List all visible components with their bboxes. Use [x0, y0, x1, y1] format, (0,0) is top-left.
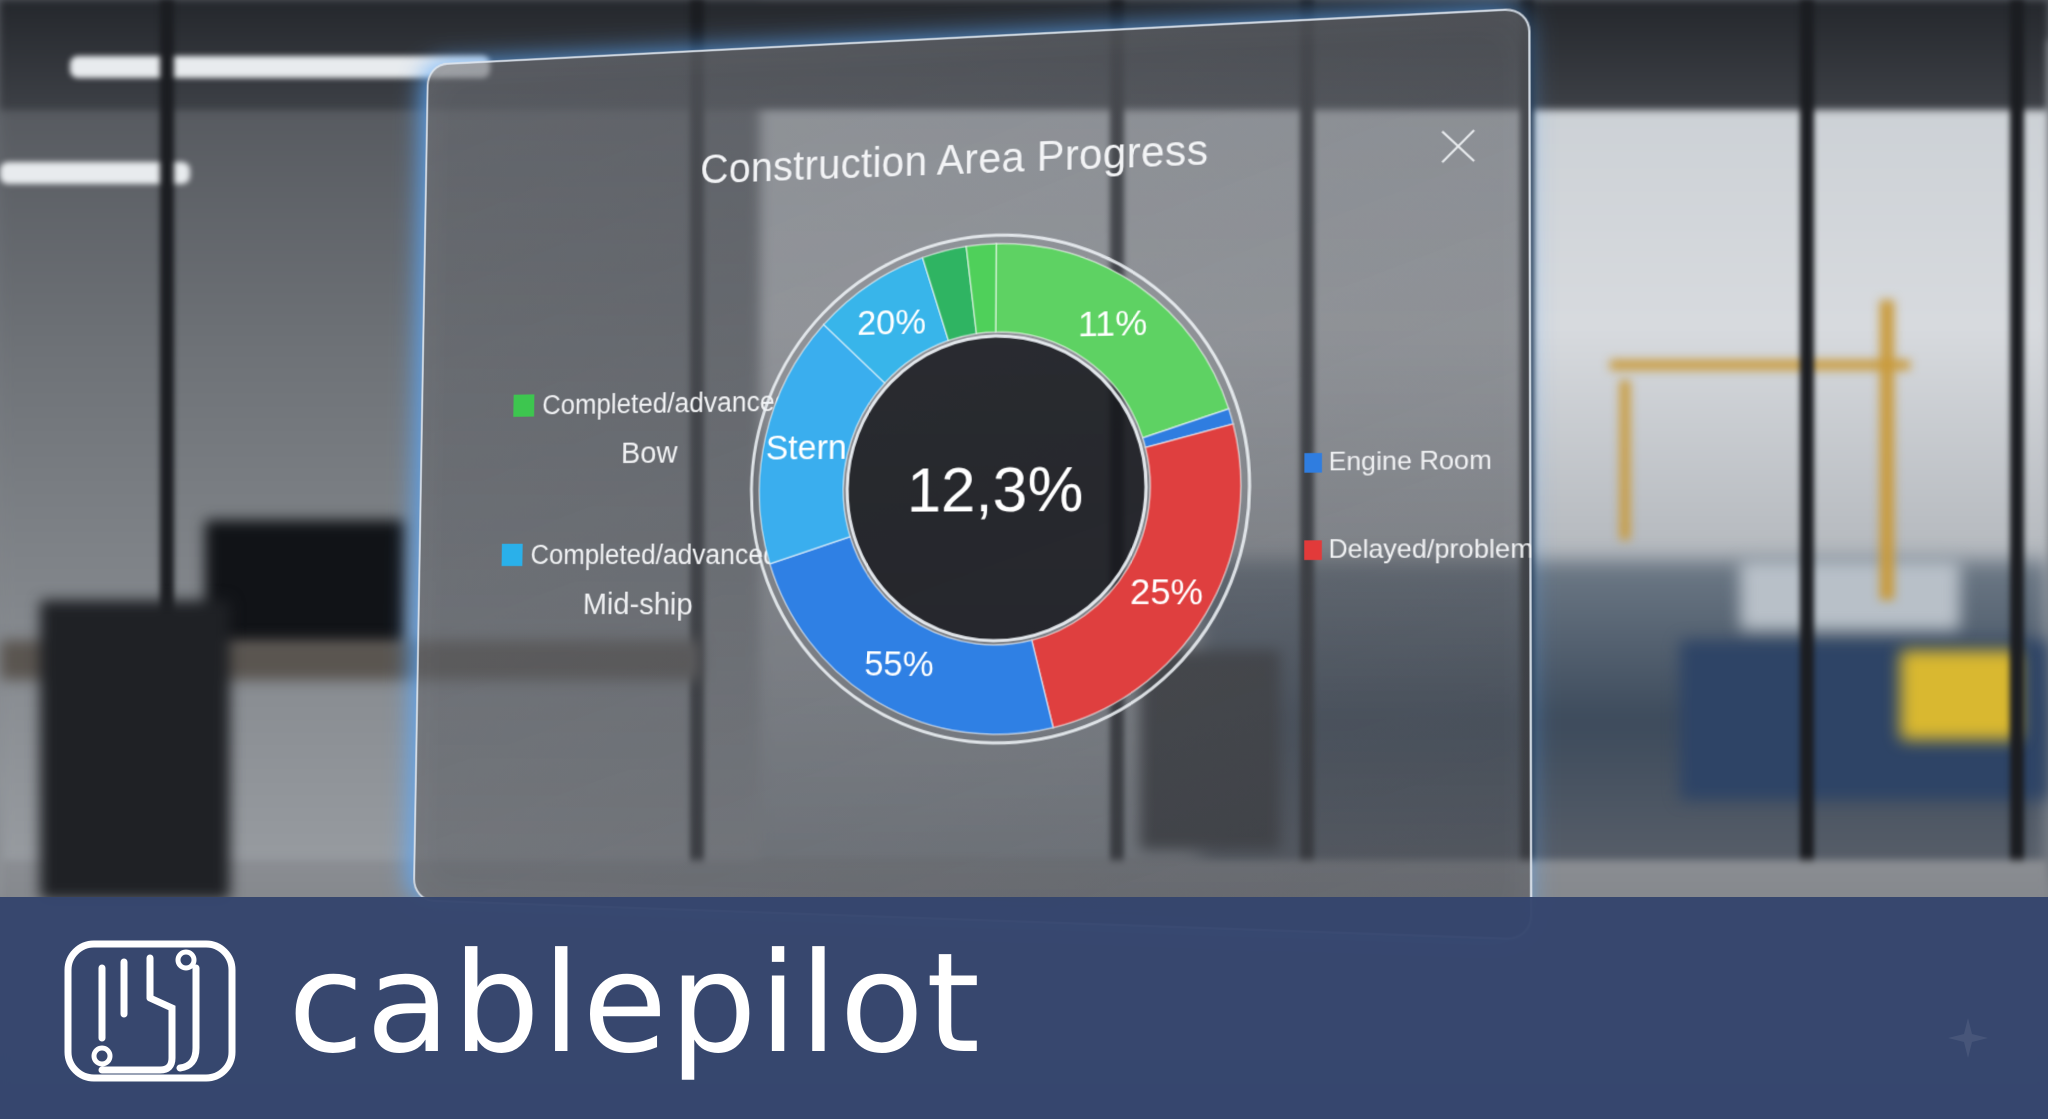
cablepilot-logo-icon: [62, 938, 238, 1084]
legend-label: Delayed/problem: [1328, 534, 1533, 564]
legend-item-delayed: Delayed/problem: [1304, 534, 1533, 565]
center-value: 12,3%: [907, 453, 1084, 526]
slice-label: 11%: [1078, 304, 1148, 345]
panel-title: Construction Area Progress: [427, 114, 1529, 204]
sparkle-icon: [1946, 1016, 1990, 1060]
slice-label: 20%: [857, 302, 926, 342]
green-swatch-icon: [514, 394, 535, 416]
brand-name: cablepilot: [288, 935, 982, 1073]
progress-panel: Construction Area Progress Completed/adv…: [413, 7, 1533, 940]
blue-swatch-icon: [1304, 453, 1322, 473]
slice-label: 25%: [1130, 572, 1203, 613]
blue-swatch-icon: [502, 544, 523, 566]
red-swatch-icon: [1304, 540, 1322, 560]
legend-label: Engine Room: [1329, 446, 1492, 477]
close-icon[interactable]: [1433, 121, 1483, 171]
slice-label: Stern: [766, 428, 848, 468]
donut-chart: 11% 25% 55% Stern 20% 12,3%: [739, 216, 1262, 759]
legend-item-engine-room: Engine Room: [1304, 445, 1533, 478]
slice-label: 55%: [864, 645, 934, 685]
legend-right: Engine Room Delayed/problem: [1304, 445, 1533, 623]
